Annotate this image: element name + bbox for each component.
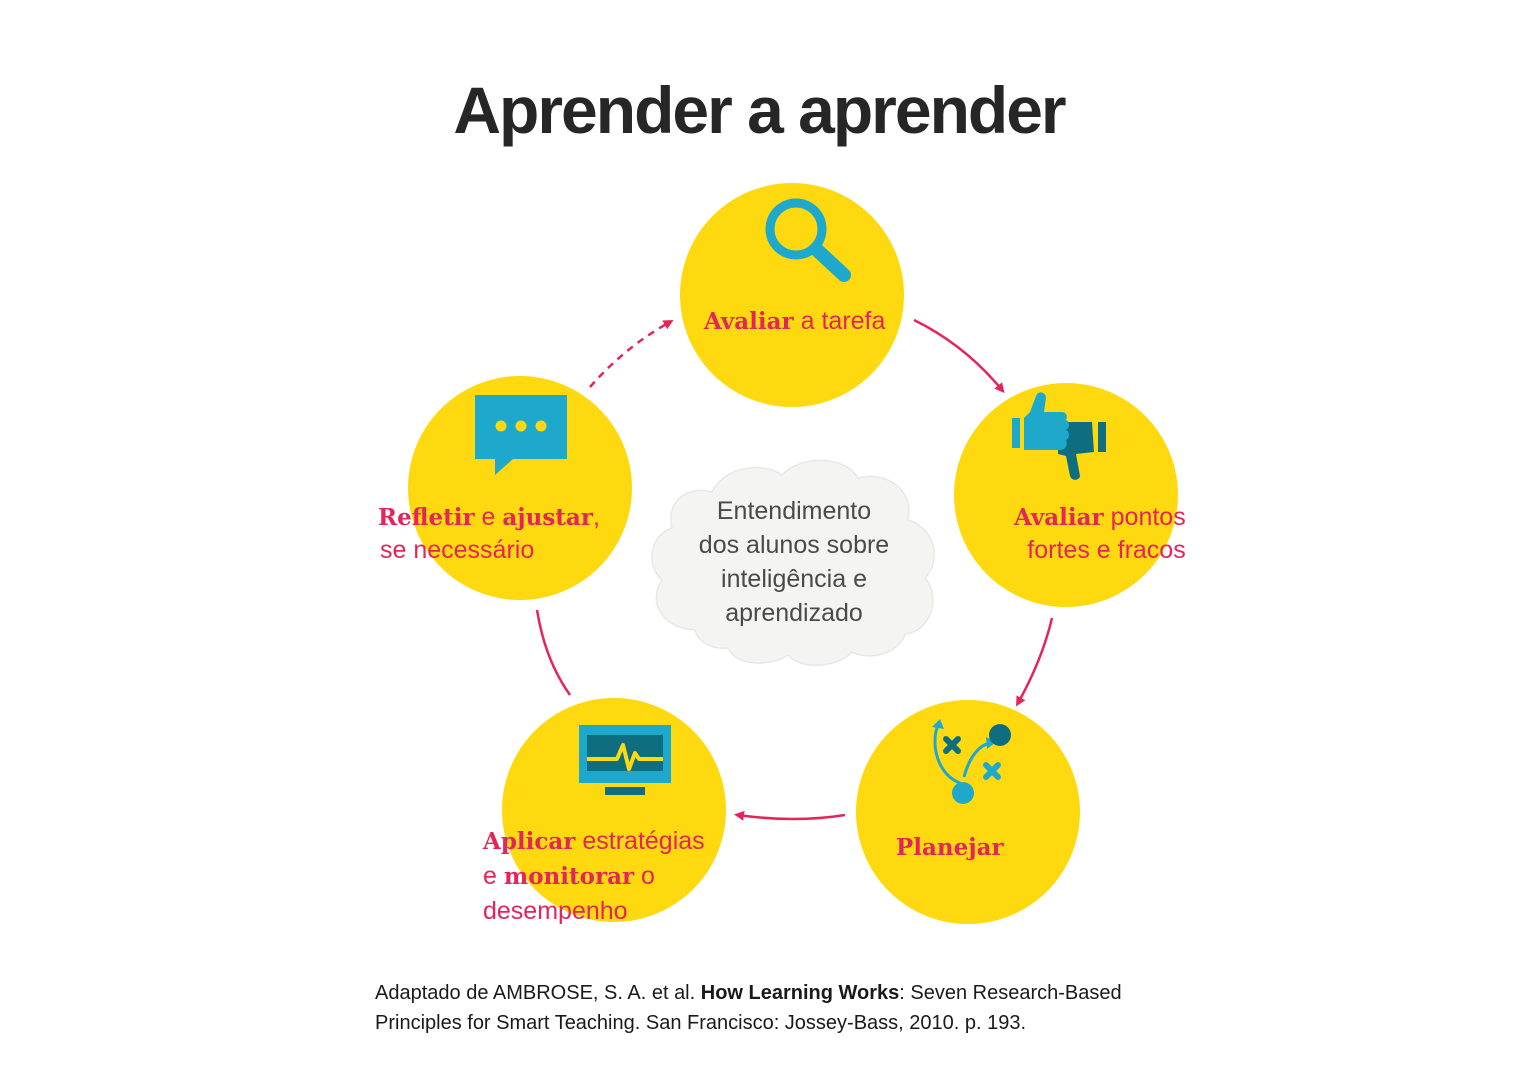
monitor-icon <box>579 725 671 795</box>
source-citation: Adaptado de AMBROSE, S. A. et al. How Le… <box>375 982 1122 1034</box>
label-aplicar: Aplicar estratégias e monitorar o desemp… <box>483 827 705 925</box>
label-planejar: Planejar <box>896 834 1004 861</box>
arrow-planejar-to-aplicar <box>734 810 846 821</box>
arrow-refletir-to-tarefa <box>589 320 674 388</box>
arrow-tarefa-to-pontos <box>913 318 1005 394</box>
game-plan-icon <box>932 719 1011 804</box>
cloud-shape <box>651 459 935 666</box>
chat-bubble-icon <box>475 395 567 475</box>
label-refletir: Refletir e ajustar, se necessário <box>378 503 600 564</box>
magnifier-icon <box>765 198 851 282</box>
step-circle-avaliar-tarefa <box>680 183 904 407</box>
arrow-aplicar-to-refletir <box>535 609 572 696</box>
step-circle-planejar <box>856 700 1080 924</box>
center-concept: Entendimento dos alunos sobre inteligênc… <box>698 497 890 627</box>
page-title: Aprender a aprender <box>453 73 1066 147</box>
label-avaliar-tarefa: Avaliar a tarefa <box>704 307 886 335</box>
arrow-pontos-to-planejar <box>1016 617 1054 707</box>
thumbs-up-down-icon <box>1012 392 1106 480</box>
label-avaliar-pontos: Avaliar pontos fortes e fracos <box>1014 503 1186 564</box>
